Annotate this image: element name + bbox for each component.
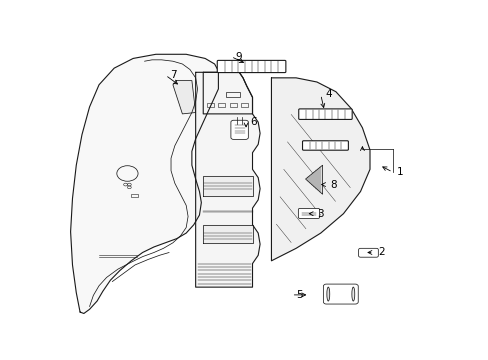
Text: 6: 6	[250, 117, 256, 127]
FancyBboxPatch shape	[358, 248, 378, 257]
Text: 3: 3	[317, 209, 324, 219]
Bar	[229, 103, 236, 107]
Polygon shape	[271, 78, 369, 261]
Bar	[131, 194, 138, 197]
Text: 4: 4	[325, 90, 331, 99]
Bar	[206, 103, 213, 107]
FancyBboxPatch shape	[217, 60, 285, 73]
FancyBboxPatch shape	[230, 120, 248, 139]
FancyBboxPatch shape	[302, 141, 347, 150]
FancyBboxPatch shape	[298, 208, 319, 219]
Ellipse shape	[351, 287, 354, 301]
Polygon shape	[305, 165, 322, 194]
Polygon shape	[173, 81, 195, 114]
FancyBboxPatch shape	[323, 284, 358, 304]
Text: 9: 9	[235, 51, 241, 62]
Polygon shape	[203, 72, 252, 114]
Bar	[241, 103, 247, 107]
Ellipse shape	[326, 287, 329, 301]
Polygon shape	[203, 225, 252, 243]
Bar	[225, 92, 240, 97]
FancyBboxPatch shape	[298, 109, 351, 120]
Text: 7: 7	[169, 70, 176, 80]
Text: 2: 2	[377, 247, 384, 257]
Polygon shape	[203, 176, 252, 196]
Text: 8: 8	[329, 180, 336, 190]
Polygon shape	[195, 72, 260, 287]
Text: 5: 5	[295, 290, 302, 300]
Bar	[218, 103, 225, 107]
Polygon shape	[70, 54, 218, 314]
Text: 1: 1	[396, 167, 403, 177]
